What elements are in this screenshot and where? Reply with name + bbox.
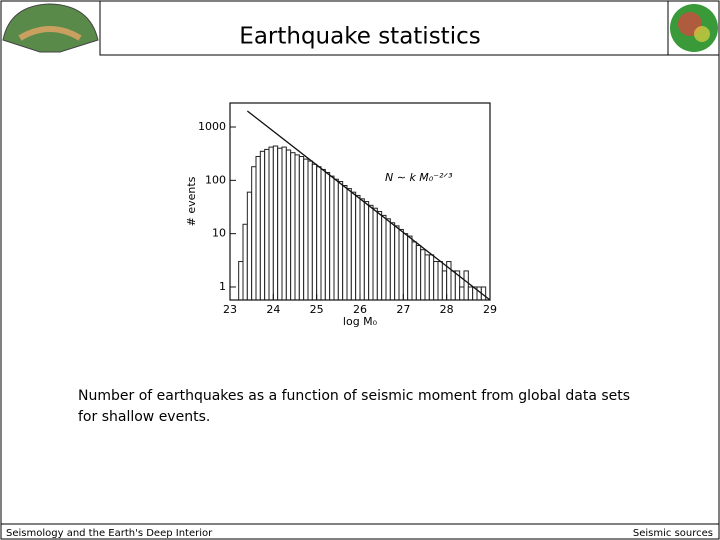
bar [285,149,292,301]
y-tick-label: 1 [219,280,226,293]
bar [290,152,296,301]
bar [359,198,365,301]
bar [424,254,430,301]
bar [246,191,253,301]
y-tick-label: 10 [212,227,226,240]
x-tick-label: 24 [266,303,280,316]
slide-title: Earthquake statistics [239,24,480,50]
bar [311,163,318,301]
bar [298,155,305,301]
x-axis-label: log M₀ [343,315,378,328]
footer-right: Seismic sources [633,528,713,539]
bar [294,154,300,301]
bar [320,168,326,301]
bar [346,188,352,301]
histogram-chart: 1 10 100 1000 23 24 25 26 27 28 29 log M₀ # events N … [185,102,497,328]
bar [428,254,435,301]
logo-left-detail [18,26,82,41]
title-box [99,0,669,56]
x-tick-label: 28 [440,303,454,316]
bar [411,241,417,301]
bar [376,211,383,301]
bar [238,261,244,301]
x-tick-label: 23 [223,303,237,316]
bar [307,160,313,301]
bar [316,166,322,301]
bar [264,148,270,301]
bar [268,146,274,301]
bar [450,270,456,301]
x-tick-label: 27 [396,303,410,316]
bar [372,207,378,301]
bar [303,158,309,301]
footer-left: Seismology and the Earth's Deep Interior [6,528,213,539]
bar [415,244,422,301]
bar [363,201,370,301]
bar [459,286,465,301]
bar [420,249,426,301]
y-axis-label: # events [185,176,198,226]
bar [242,223,248,301]
bar [368,204,374,301]
bar [381,214,387,301]
bar [394,225,400,301]
bar [407,235,413,301]
y-tick-label: 1000 [198,120,226,133]
bar [277,147,283,301]
logo-right-detail [694,26,710,42]
bar [385,218,391,301]
bar [255,155,261,301]
annotation: N ∼ k M₀⁻²ᐟ³ [385,171,453,184]
x-tick-label: 29 [483,303,497,316]
bar [259,150,266,301]
bar [251,166,257,301]
bar [272,145,279,301]
x-tick-label: 25 [310,303,324,316]
bar [333,178,339,301]
bar [389,222,396,301]
bar [437,261,443,301]
bar [402,233,409,301]
bar [337,181,344,301]
bar [441,270,448,301]
bar [281,146,287,301]
fit-line [246,110,491,301]
bar [350,191,357,301]
bar [463,270,469,301]
bar [433,261,439,301]
bar [398,228,404,301]
bar [355,194,361,301]
x-tick-label: 26 [353,303,367,316]
bar [324,172,331,301]
bar [467,286,474,301]
bar [342,185,348,301]
caption: Number of earthquakes as a function of s… [78,388,631,425]
y-tick-label: 100 [205,173,226,186]
bar [329,175,335,301]
